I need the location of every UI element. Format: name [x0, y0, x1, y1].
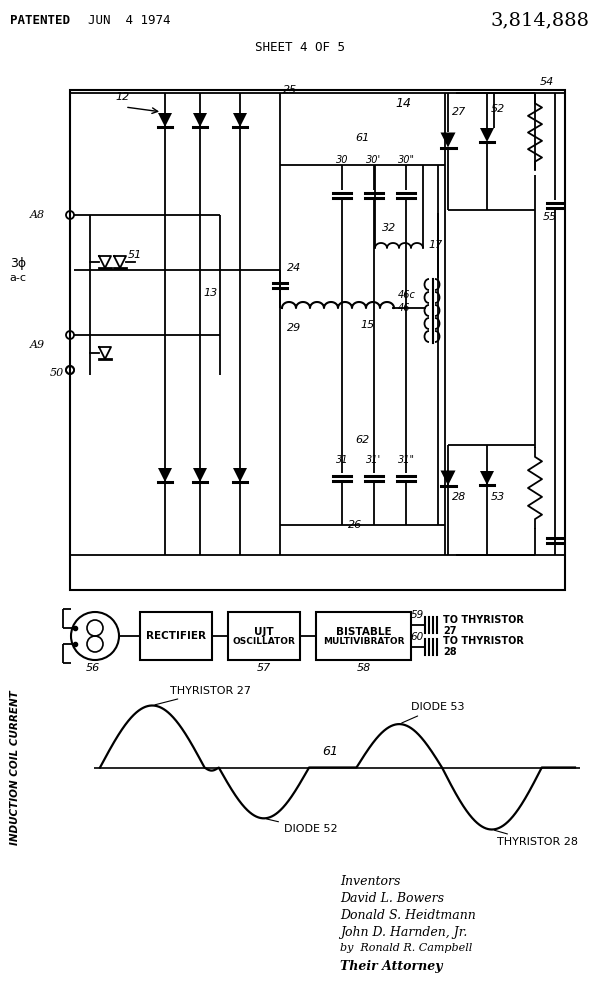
Bar [140, 612, 212, 660]
Text: A8: A8 [30, 210, 45, 220]
Text: 46: 46 [398, 303, 410, 313]
Text: 61: 61 [322, 745, 338, 758]
Text: 3ϕ: 3ϕ [10, 256, 26, 269]
Text: John D. Harnden, Jr.: John D. Harnden, Jr. [340, 926, 467, 939]
Text: SHEET 4 OF 5: SHEET 4 OF 5 [255, 40, 345, 53]
Bar [70, 90, 565, 590]
Text: Donald S. Heidtmann: Donald S. Heidtmann [340, 909, 476, 922]
Text: 30": 30" [398, 155, 415, 165]
Text: 62: 62 [355, 435, 369, 445]
Text: 31": 31" [398, 455, 415, 465]
Text: 55: 55 [543, 212, 557, 222]
Text: THYRISTOR 27: THYRISTOR 27 [155, 685, 251, 705]
Polygon shape [480, 128, 494, 142]
Polygon shape [440, 133, 455, 148]
Polygon shape [158, 468, 172, 482]
Text: 58: 58 [356, 663, 371, 673]
Text: JUN  4 1974: JUN 4 1974 [88, 13, 170, 26]
Text: 14: 14 [395, 96, 411, 110]
Text: UJT: UJT [254, 627, 274, 637]
Text: 25: 25 [283, 85, 297, 95]
Text: 28: 28 [452, 492, 466, 502]
Text: INDUCTION COIL CURRENT: INDUCTION COIL CURRENT [10, 690, 20, 845]
Text: Their Attorney: Their Attorney [340, 960, 443, 973]
Text: DIODE 52: DIODE 52 [266, 819, 338, 834]
Text: 56: 56 [86, 663, 100, 673]
Text: 57: 57 [257, 663, 271, 673]
Text: a-c: a-c [10, 273, 26, 283]
Text: 32: 32 [382, 223, 396, 233]
Text: by  Ronald R. Campbell: by Ronald R. Campbell [340, 943, 472, 953]
Text: 31': 31' [367, 455, 382, 465]
Text: A9: A9 [30, 340, 45, 350]
Polygon shape [193, 468, 207, 482]
Text: 12: 12 [115, 92, 129, 102]
Text: 52: 52 [491, 104, 505, 114]
Text: David L. Bowers: David L. Bowers [340, 892, 444, 905]
Polygon shape [158, 113, 172, 127]
Text: 15: 15 [360, 320, 374, 330]
Text: Inventors: Inventors [340, 875, 400, 888]
Text: 26: 26 [348, 520, 362, 530]
Polygon shape [440, 470, 455, 485]
Text: 29: 29 [287, 323, 301, 333]
Text: RECTIFIER: RECTIFIER [146, 631, 206, 641]
Text: 13: 13 [204, 288, 218, 298]
Text: 50: 50 [50, 368, 64, 378]
Text: 30: 30 [336, 155, 348, 165]
Text: TO THYRISTOR
27: TO THYRISTOR 27 [443, 615, 524, 636]
Text: PATENTED: PATENTED [10, 13, 70, 26]
Text: 46c: 46c [398, 290, 416, 300]
Text: 54: 54 [540, 77, 554, 87]
Text: BISTABLE: BISTABLE [335, 627, 391, 637]
Text: 60: 60 [410, 631, 424, 641]
Polygon shape [193, 113, 207, 127]
Text: 30': 30' [367, 155, 382, 165]
Text: 24: 24 [287, 263, 301, 273]
Polygon shape [233, 468, 247, 482]
Text: 59: 59 [410, 610, 424, 620]
Text: 27: 27 [452, 107, 466, 117]
Polygon shape [480, 471, 494, 485]
Text: THYRISTOR 28: THYRISTOR 28 [494, 830, 578, 847]
Text: 61: 61 [355, 133, 369, 143]
Text: TO THYRISTOR
28: TO THYRISTOR 28 [443, 636, 524, 657]
Text: DIODE 53: DIODE 53 [402, 702, 464, 723]
Text: 31: 31 [336, 455, 348, 465]
Text: 17: 17 [428, 240, 442, 250]
Bar [316, 612, 411, 660]
Polygon shape [233, 113, 247, 127]
Text: 51: 51 [128, 250, 142, 260]
Text: MULTIVIBRATOR: MULTIVIBRATOR [323, 636, 404, 645]
Bar [228, 612, 300, 660]
Text: 3,814,888: 3,814,888 [491, 11, 590, 29]
Text: OSCILLATOR: OSCILLATOR [233, 636, 295, 645]
Text: 53: 53 [491, 492, 505, 502]
